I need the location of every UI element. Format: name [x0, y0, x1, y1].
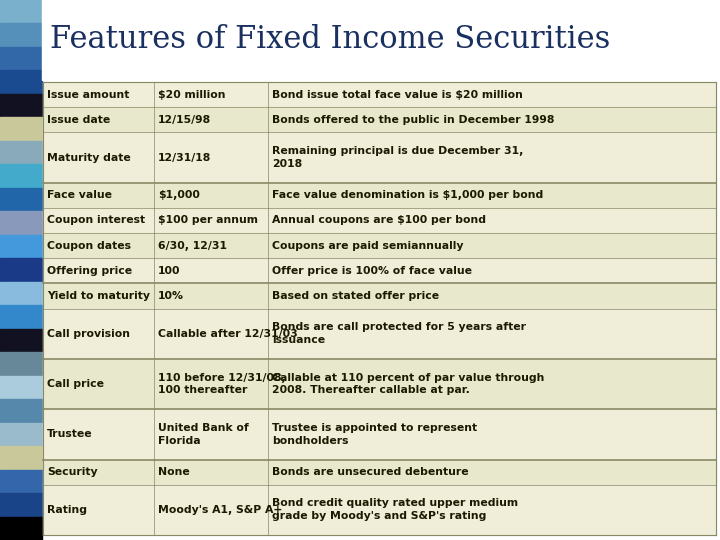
Text: Face value denomination is $1,000 per bond: Face value denomination is $1,000 per bo… [272, 190, 544, 200]
Text: 10%: 10% [158, 291, 184, 301]
Text: Bonds are call protected for 5 years after
issuance: Bonds are call protected for 5 years aft… [272, 322, 526, 345]
Text: None: None [158, 467, 190, 477]
Bar [43, 284, 716, 308]
Bar [0, 235, 42, 258]
Bar [0, 282, 42, 305]
Bar [0, 70, 42, 94]
Bar [43, 485, 716, 535]
Text: Issue date: Issue date [47, 115, 110, 125]
Bar [43, 132, 716, 183]
Text: $1,000: $1,000 [158, 190, 200, 200]
Bar [0, 329, 42, 352]
Text: Coupon dates: Coupon dates [47, 241, 131, 251]
Bar [0, 0, 42, 23]
Text: Coupon interest: Coupon interest [47, 215, 145, 225]
Text: Callable after 12/31/03: Callable after 12/31/03 [158, 329, 298, 339]
Text: Remaining principal is due December 31,
2018: Remaining principal is due December 31, … [272, 146, 524, 169]
Text: Offer price is 100% of face value: Offer price is 100% of face value [272, 266, 472, 276]
Bar [42, 0, 720, 80]
Text: Security: Security [47, 467, 98, 477]
Bar [0, 376, 42, 399]
Text: Call price: Call price [47, 379, 104, 389]
Text: 100: 100 [158, 266, 181, 276]
Text: Annual coupons are $100 per bond: Annual coupons are $100 per bond [272, 215, 487, 225]
Text: 6/30, 12/31: 6/30, 12/31 [158, 241, 227, 251]
Bar [43, 308, 716, 359]
Text: Based on stated offer price: Based on stated offer price [272, 291, 440, 301]
Bar [43, 359, 716, 409]
Text: Coupons are paid semiannually: Coupons are paid semiannually [272, 241, 464, 251]
Bar [0, 188, 42, 211]
Bar [0, 305, 42, 329]
Bar [43, 82, 716, 107]
Text: $100 per annum: $100 per annum [158, 215, 258, 225]
Text: Call provision: Call provision [47, 329, 130, 339]
Bar [0, 493, 42, 517]
Bar [0, 23, 42, 47]
Bar [43, 460, 716, 485]
Bar [0, 423, 42, 446]
Bar [43, 409, 716, 460]
Bar [43, 107, 716, 132]
Text: Trustee: Trustee [47, 429, 93, 440]
Bar [0, 117, 42, 141]
Bar [0, 446, 42, 470]
Bar [43, 208, 716, 233]
Bar [0, 517, 42, 540]
Text: Rating: Rating [47, 505, 87, 515]
Text: Features of Fixed Income Securities: Features of Fixed Income Securities [50, 24, 611, 56]
Bar [0, 399, 42, 423]
Bar [43, 233, 716, 258]
Text: $20 million: $20 million [158, 90, 225, 99]
Text: Bond issue total face value is $20 million: Bond issue total face value is $20 milli… [272, 90, 523, 99]
Bar [0, 211, 42, 235]
Bar [0, 470, 42, 493]
Text: Offering price: Offering price [47, 266, 132, 276]
Bar [43, 258, 716, 284]
Text: Bonds offered to the public in December 1998: Bonds offered to the public in December … [272, 115, 555, 125]
Text: 12/31/18: 12/31/18 [158, 152, 211, 163]
Text: 12/15/98: 12/15/98 [158, 115, 211, 125]
Text: Yield to maturity: Yield to maturity [47, 291, 150, 301]
Text: Maturity date: Maturity date [47, 152, 131, 163]
Bar [0, 164, 42, 188]
Text: Callable at 110 percent of par value through
2008. Thereafter callable at par.: Callable at 110 percent of par value thr… [272, 373, 545, 395]
Text: Issue amount: Issue amount [47, 90, 130, 99]
Text: Moody's A1, S&P A+: Moody's A1, S&P A+ [158, 505, 282, 515]
Text: United Bank of
Florida: United Bank of Florida [158, 423, 249, 445]
Text: Face value: Face value [47, 190, 112, 200]
Bar [0, 352, 42, 376]
Bar [43, 183, 716, 208]
Bar [0, 141, 42, 164]
Bar [0, 258, 42, 282]
Text: Bonds are unsecured debenture: Bonds are unsecured debenture [272, 467, 469, 477]
Text: Bond credit quality rated upper medium
grade by Moody's and S&P's rating: Bond credit quality rated upper medium g… [272, 498, 518, 521]
Text: Trustee is appointed to represent
bondholders: Trustee is appointed to represent bondho… [272, 423, 477, 445]
Text: 110 before 12/31/08,
100 thereafter: 110 before 12/31/08, 100 thereafter [158, 373, 286, 395]
Bar [0, 47, 42, 70]
Bar [0, 94, 42, 117]
